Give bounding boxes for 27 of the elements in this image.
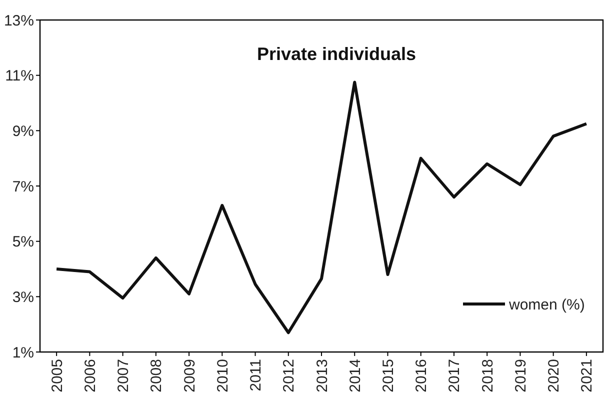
x-tick-label: 2010 xyxy=(214,359,232,392)
y-tick-label: 1% xyxy=(12,344,34,362)
x-tick-label: 2021 xyxy=(578,359,596,392)
x-tick-label: 2015 xyxy=(380,359,397,392)
x-tick-label: 2009 xyxy=(181,359,198,392)
text: Private individuals xyxy=(256,44,416,64)
x-tick-label: 2018 xyxy=(479,359,496,392)
line-series xyxy=(55,80,588,334)
x-tick-label: 2006 xyxy=(82,359,99,392)
x-tick-label: 2008 xyxy=(148,359,166,392)
x-tick-label: 2017 xyxy=(446,359,464,392)
x-tick-label: 2012 xyxy=(280,359,298,392)
x-tick-label: 2007 xyxy=(115,359,132,392)
x-tick-label: 2011 xyxy=(248,359,265,392)
y-tick-label: 3% xyxy=(12,288,34,306)
legend-label: women (%) xyxy=(508,296,585,314)
x-tick-label: 2019 xyxy=(512,359,530,392)
x-tick-label: 2005 xyxy=(48,359,66,392)
y-tick-label: 11% xyxy=(5,68,34,85)
y-tick-label: 13% xyxy=(4,12,34,30)
y-tick-label: 7% xyxy=(12,178,34,196)
x-tick-label: 2013 xyxy=(314,359,331,392)
x-tick-label: 2016 xyxy=(413,359,430,392)
x-tick-label: 2014 xyxy=(346,359,364,392)
y-tick-label: 5% xyxy=(12,234,34,251)
x-tick-label: 2020 xyxy=(546,359,563,392)
y-tick-label: 9% xyxy=(12,122,34,140)
